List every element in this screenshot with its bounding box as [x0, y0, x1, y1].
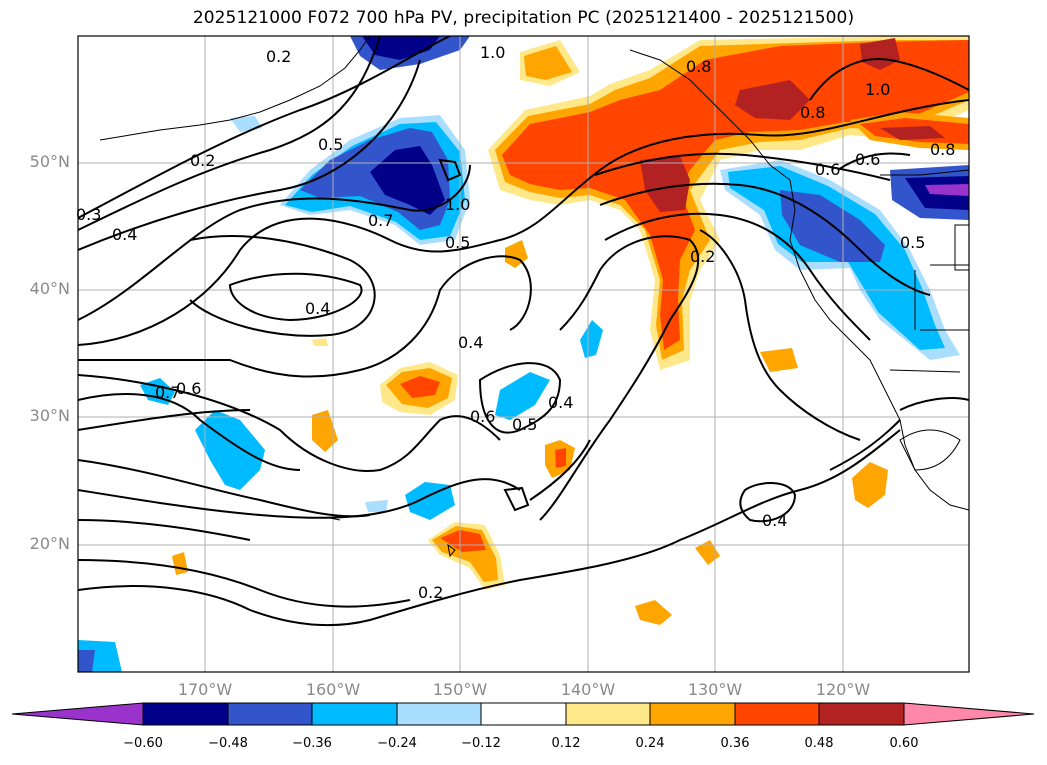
precip-purple — [925, 184, 969, 196]
precip-neg-small-3 — [495, 372, 550, 420]
contour-label: 0.5 — [318, 135, 343, 154]
precip-pos-small-7 — [695, 540, 720, 565]
map-frame — [77, 35, 970, 673]
colorbar-swatch — [227, 702, 313, 726]
pv-contours — [78, 36, 969, 627]
contour-label: 0.7 — [155, 383, 180, 402]
precip-neg-top-strong — [362, 36, 440, 60]
precip-pos-small-11 — [312, 338, 328, 346]
contour-label: 0.8 — [800, 103, 825, 122]
precip-pos-small-1c — [400, 376, 440, 398]
contour-label: 0.7 — [368, 211, 393, 230]
contour-label: 0.2 — [190, 151, 215, 170]
contour-label: 0.5 — [900, 233, 925, 252]
precip-pos-ne-strong — [880, 126, 945, 140]
colorbar-tick: 0.48 — [804, 736, 834, 751]
precip-neg-small-8 — [365, 500, 388, 512]
contour-label: 1.0 — [865, 80, 890, 99]
colorbar-tick: −0.48 — [208, 736, 248, 751]
colorbar-swatch — [396, 702, 482, 726]
colorbar-tick: −0.60 — [123, 736, 163, 751]
contour-label: 0.4 — [305, 299, 330, 318]
precip-neg-small-5 — [580, 320, 603, 358]
colorbar-swatch — [649, 702, 736, 726]
contour-label: 1.0 — [445, 195, 470, 214]
lon-label: 140°W — [560, 680, 616, 699]
contour-label: 0.8 — [686, 57, 711, 76]
lon-label: 120°W — [815, 680, 871, 699]
colorbar — [11, 702, 1035, 726]
precip-pos-small-2 — [312, 410, 338, 452]
lon-label: 170°W — [177, 680, 233, 699]
colorbar-swatch — [480, 702, 567, 726]
contour-label: 0.4 — [762, 511, 787, 530]
contour-label: 0.2 — [266, 47, 291, 66]
colorbar-tick: 0.24 — [635, 736, 665, 751]
colorbar-tick: −0.12 — [461, 736, 501, 751]
colorbar-swatch — [142, 702, 229, 726]
precip-pos-north — [524, 46, 572, 80]
map-title: 2025121000 F072 700 hPa PV, precipitatio… — [192, 8, 855, 28]
contour-label: 0.8 — [930, 140, 955, 159]
contour-label: 0.4 — [548, 393, 573, 412]
precip-pos-small-6 — [852, 462, 888, 508]
contour-label: 0.6 — [470, 407, 495, 426]
contour-label: 0.3 — [76, 205, 101, 224]
coastlines — [99, 36, 969, 558]
colorbar-tick: −0.24 — [377, 736, 417, 751]
precip-neg-small-7 — [78, 650, 95, 672]
contour-label: 1.0 — [480, 43, 505, 62]
colorbar-swatch — [311, 702, 398, 726]
contour-label: 0.5 — [445, 233, 470, 252]
precip-neg-small-4 — [405, 482, 455, 520]
colorbar-swatch — [11, 702, 144, 726]
lon-label: 130°W — [687, 680, 743, 699]
contour-label: 0.5 — [512, 415, 537, 434]
lat-label: 50°N — [29, 152, 70, 171]
precip-pos-strong-c — [640, 156, 690, 212]
colorbar-swatch — [565, 702, 651, 726]
contour-label: 0.6 — [855, 150, 880, 169]
colorbar-swatch — [903, 702, 1035, 726]
colorbar-swatch — [818, 702, 905, 726]
lon-label: 160°W — [305, 680, 361, 699]
precip-pos-small-5 — [760, 348, 798, 372]
colorbar-tick: 0.60 — [889, 736, 919, 751]
graticule — [78, 36, 969, 672]
contour-label: 0.4 — [112, 225, 137, 244]
contour-label: 0.2 — [690, 247, 715, 266]
precip-pos-strong-a — [735, 80, 810, 120]
precip-pos-small-8 — [635, 600, 672, 625]
colorbar-swatch — [734, 702, 820, 726]
precip-fields — [78, 36, 969, 672]
contour-label: 0.6 — [176, 379, 201, 398]
colorbar-tick: 0.36 — [720, 736, 750, 751]
contour-label: 0.2 — [418, 583, 443, 602]
contour-labels: 0.2 1.0 0.8 1.0 0.8 0.5 0.2 0.3 0.4 1.0 … — [76, 43, 955, 602]
lat-label: 20°N — [29, 534, 70, 553]
lat-label: 30°N — [29, 406, 70, 425]
contour-label: 0.6 — [815, 160, 840, 179]
lon-label: 150°W — [432, 680, 488, 699]
contour-label: 0.4 — [458, 333, 483, 352]
precip-pos-small-3b — [555, 448, 566, 468]
lat-label: 40°N — [29, 279, 70, 298]
precip-pos-small-4c — [440, 530, 486, 552]
colorbar-tick: −0.36 — [292, 736, 332, 751]
precip-pos-strong-b — [860, 38, 900, 70]
precip-pos-mid-main — [502, 40, 969, 350]
colorbar-tick: 0.12 — [551, 736, 581, 751]
